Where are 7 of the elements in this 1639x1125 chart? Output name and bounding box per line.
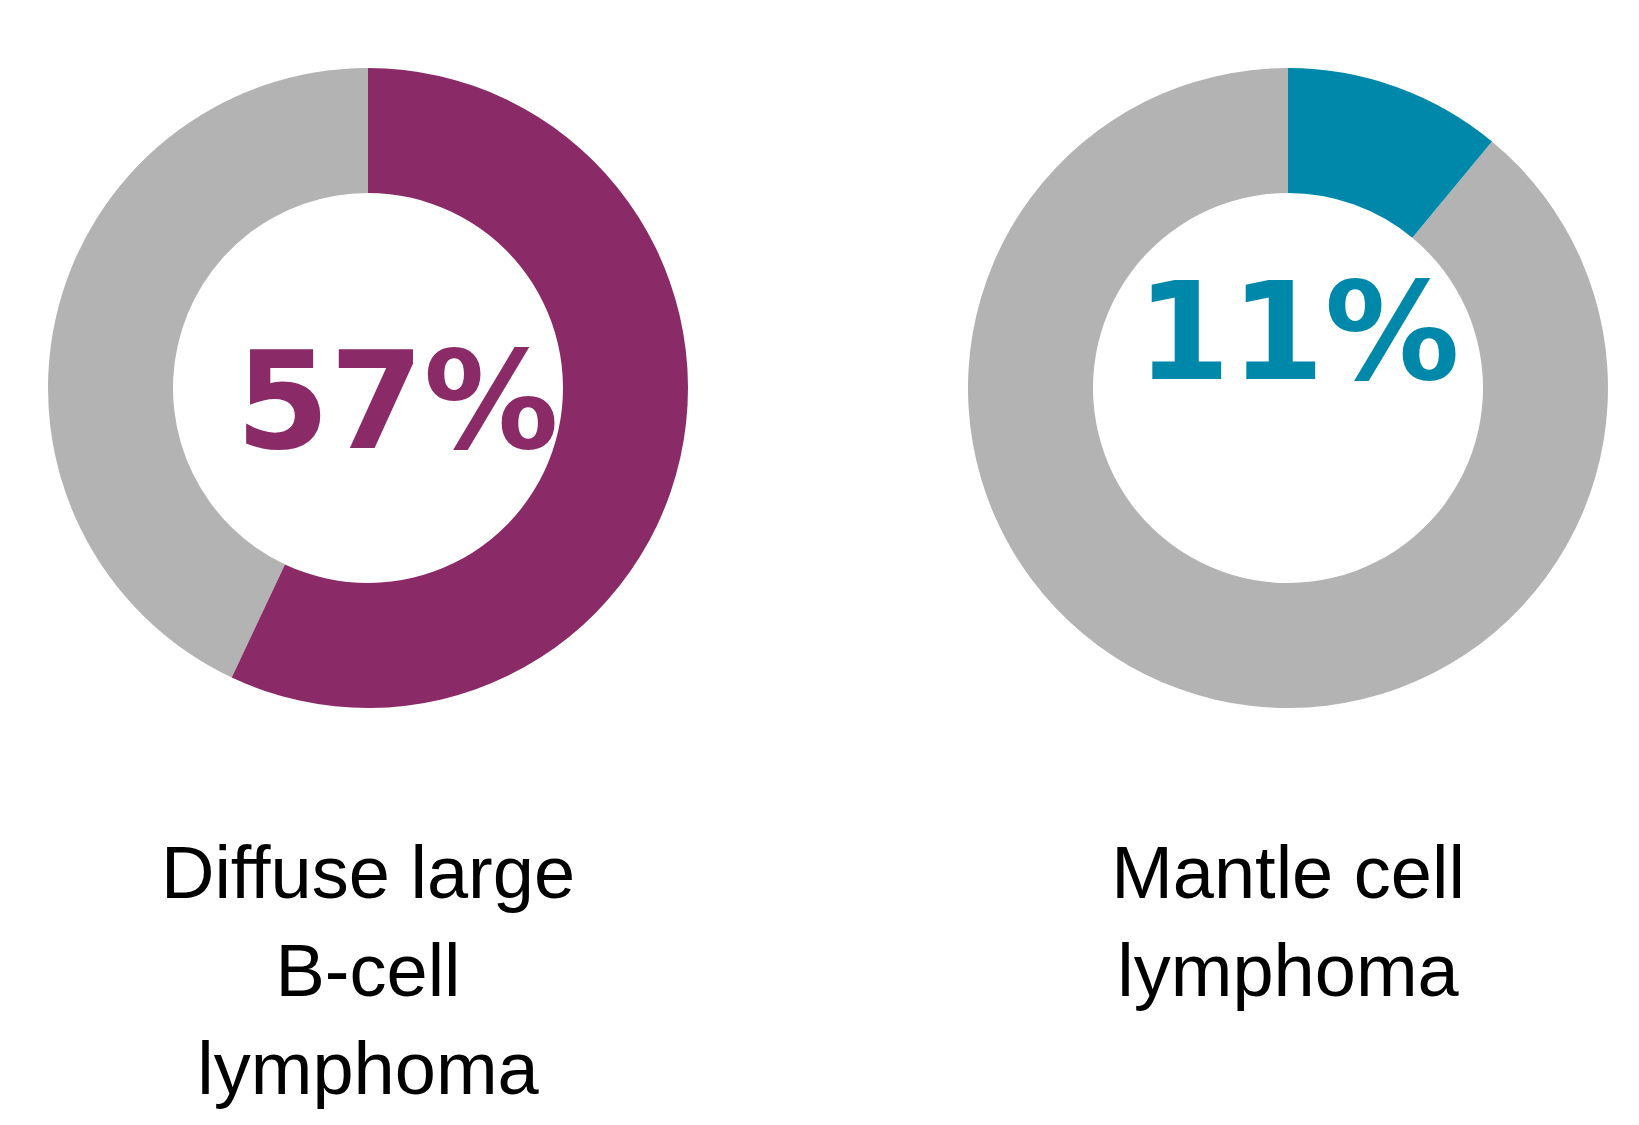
text: Mantle cell lymphoma bbox=[1111, 831, 1465, 1012]
donut-slice bbox=[968, 68, 1608, 708]
donut-slice bbox=[231, 68, 688, 708]
data-label: 11% bbox=[1136, 253, 1460, 411]
data-label: 57% bbox=[235, 323, 559, 481]
text: Diffuse large B-cell lymphoma bbox=[160, 831, 576, 1110]
donut-slice bbox=[1288, 68, 1492, 238]
